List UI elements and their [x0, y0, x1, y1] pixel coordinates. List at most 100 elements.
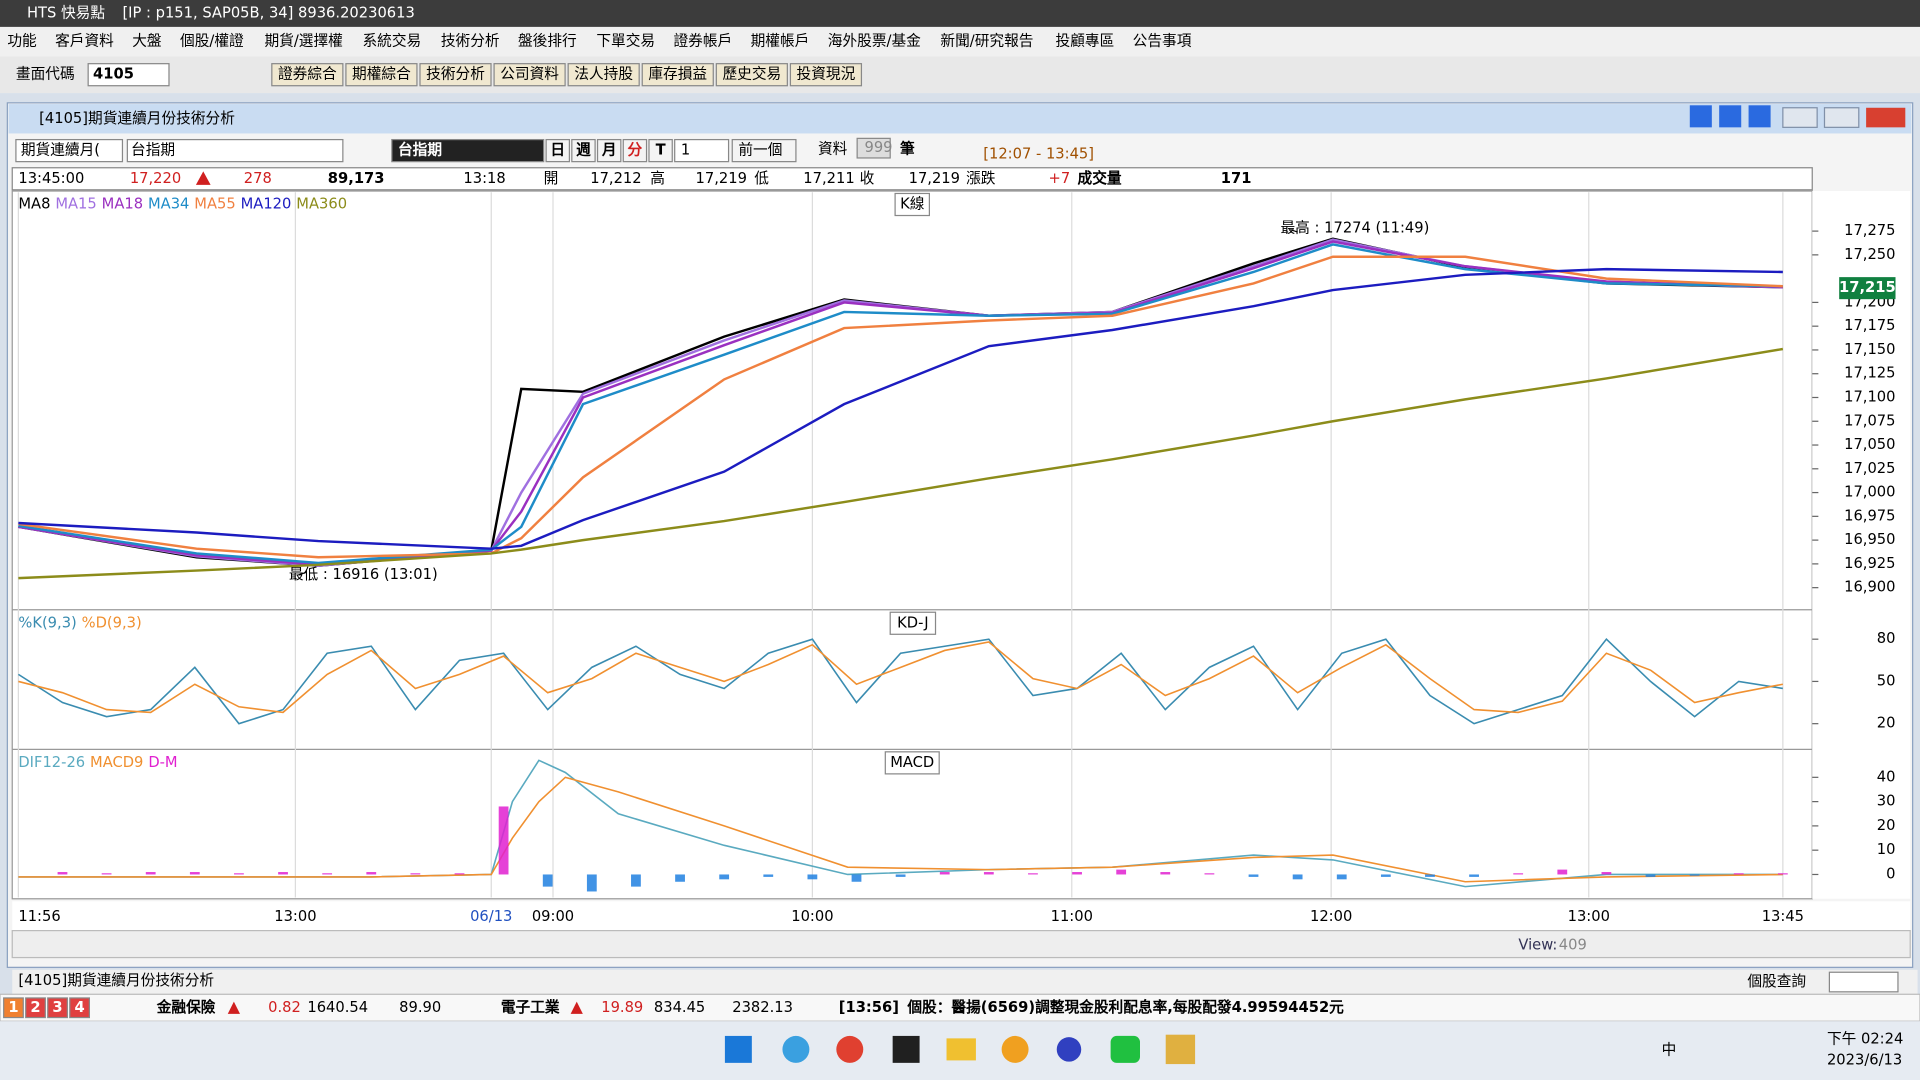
y-tick-label: 16,925	[1844, 555, 1895, 572]
legend-entry: MA360	[296, 195, 347, 212]
quote-row	[11, 167, 1813, 191]
scroll-bar[interactable]	[11, 930, 1911, 959]
interval: 1	[681, 142, 690, 159]
status-news: 個股：醫揚(6569)調整現金股利配息率,每股配發4.99594452元	[906, 998, 1344, 1016]
status-tab[interactable]	[69, 997, 90, 1019]
histogram-bar	[1028, 873, 1038, 875]
legend-entry: MA18	[102, 195, 143, 212]
series-line	[18, 347, 1784, 580]
clock-date: 2023/6/13	[1827, 1051, 1902, 1068]
period-label: 分	[628, 142, 643, 159]
status-tab[interactable]	[3, 997, 24, 1019]
data-count: 999	[864, 139, 892, 156]
toolbar-button[interactable]	[271, 63, 344, 87]
legend-entry: %K(9,3)	[18, 614, 76, 631]
unit: 筆	[900, 139, 915, 157]
code-input[interactable]	[87, 63, 170, 87]
status-tab-label: 3	[52, 999, 62, 1016]
status-s1-chg: 0.82	[268, 999, 301, 1016]
current-price: 17,215	[1839, 279, 1896, 296]
series-line	[18, 267, 1783, 550]
period-button[interactable]	[545, 138, 570, 163]
toolbar-button[interactable]	[345, 63, 418, 87]
menu-item: 客戶資料	[55, 33, 114, 50]
histogram-bar	[498, 806, 509, 875]
period-button[interactable]	[596, 138, 622, 163]
minimize-button[interactable]	[1782, 107, 1818, 128]
window-button[interactable]	[1719, 105, 1742, 128]
histogram-bar	[1160, 872, 1171, 875]
histogram-bar	[807, 874, 818, 880]
up-triangle	[570, 1001, 583, 1014]
view-value: 409	[1559, 936, 1587, 953]
x-tick-label: 11:00	[1051, 908, 1093, 925]
quote-chg: +7	[1049, 170, 1071, 187]
status-s2-chg: 19.89	[601, 999, 643, 1016]
folder-icon[interactable]	[946, 1038, 976, 1061]
line-icon[interactable]	[1110, 1035, 1140, 1063]
menu-item: 功能	[7, 33, 37, 50]
prev-button[interactable]	[731, 138, 797, 163]
histogram-bar	[57, 872, 68, 875]
child-title-bar	[8, 104, 1912, 134]
period-button[interactable]	[571, 138, 596, 163]
title-bar	[0, 0, 1920, 27]
code-label: 畫面代碼	[16, 66, 75, 83]
toolbar-button[interactable]	[641, 63, 714, 87]
hts-icon[interactable]	[1165, 1034, 1196, 1065]
data-count-box	[856, 137, 891, 159]
toolbar-button-label: 庫存損益	[648, 66, 707, 83]
menu-item: 盤後排行	[518, 33, 577, 50]
legend-entry: MA34	[148, 195, 189, 212]
app-icon[interactable]	[892, 1035, 920, 1063]
chrome-icon[interactable]	[836, 1035, 864, 1063]
restore-button[interactable]	[1823, 107, 1860, 128]
toolbar-button[interactable]	[715, 63, 788, 87]
status-tab[interactable]	[25, 997, 46, 1019]
symbol: 台指期	[131, 142, 175, 159]
histogram-bar	[939, 872, 950, 875]
histogram-bar	[322, 873, 333, 875]
x-tick-label: 09:00	[532, 908, 574, 925]
histogram-bar	[1601, 872, 1612, 875]
histogram-bar	[1733, 873, 1744, 875]
symbol-input[interactable]	[126, 138, 344, 163]
histogram-bar	[631, 874, 641, 887]
status-tab[interactable]	[47, 997, 68, 1019]
window-button[interactable]	[1689, 105, 1712, 128]
menu-item: 海外股票/基金	[828, 33, 921, 50]
quote-open: 17,212	[590, 170, 641, 187]
y-tick-label: 20	[1877, 817, 1896, 834]
lookup-input[interactable]	[1828, 971, 1899, 993]
close-button[interactable]	[1866, 107, 1906, 128]
toolbar-button[interactable]	[419, 63, 492, 87]
app-icon[interactable]	[782, 1035, 810, 1063]
interval-select[interactable]	[674, 138, 730, 163]
window-button[interactable]	[1748, 105, 1771, 128]
toolbar-button-label: 投資現況	[797, 66, 856, 83]
y-tick-label: 17,125	[1844, 365, 1895, 382]
y-tick-label: 17,050	[1844, 436, 1895, 453]
toolbar-button[interactable]	[567, 63, 640, 87]
period-button[interactable]	[622, 138, 648, 163]
period-label: T	[656, 142, 666, 159]
y-axis-area	[1812, 191, 1911, 899]
window-tab: [4105]期貨連續月份技術分析	[18, 972, 214, 989]
window-title: [4105]期貨連續月份技術分析	[39, 110, 235, 127]
app-icon[interactable]	[1056, 1037, 1082, 1062]
start-icon[interactable]	[724, 1035, 752, 1063]
histogram-bar	[1645, 874, 1656, 877]
panel-title: KD-J	[897, 614, 928, 631]
tab-bar	[12, 969, 1918, 995]
toolbar-button[interactable]	[493, 63, 566, 87]
app-icon[interactable]	[1001, 1035, 1029, 1063]
toolbar-button-label: 歷史交易	[722, 65, 781, 83]
up-triangle	[227, 1001, 240, 1014]
toolbar-button-label: 技術分析	[426, 66, 485, 83]
menu-item: 期貨/選擇權	[264, 33, 343, 50]
period-button[interactable]	[648, 138, 673, 163]
toolbar-button[interactable]	[789, 63, 863, 87]
market-select[interactable]	[15, 138, 124, 163]
annotation: 最高 : 17274 (11:49)	[1280, 219, 1429, 236]
